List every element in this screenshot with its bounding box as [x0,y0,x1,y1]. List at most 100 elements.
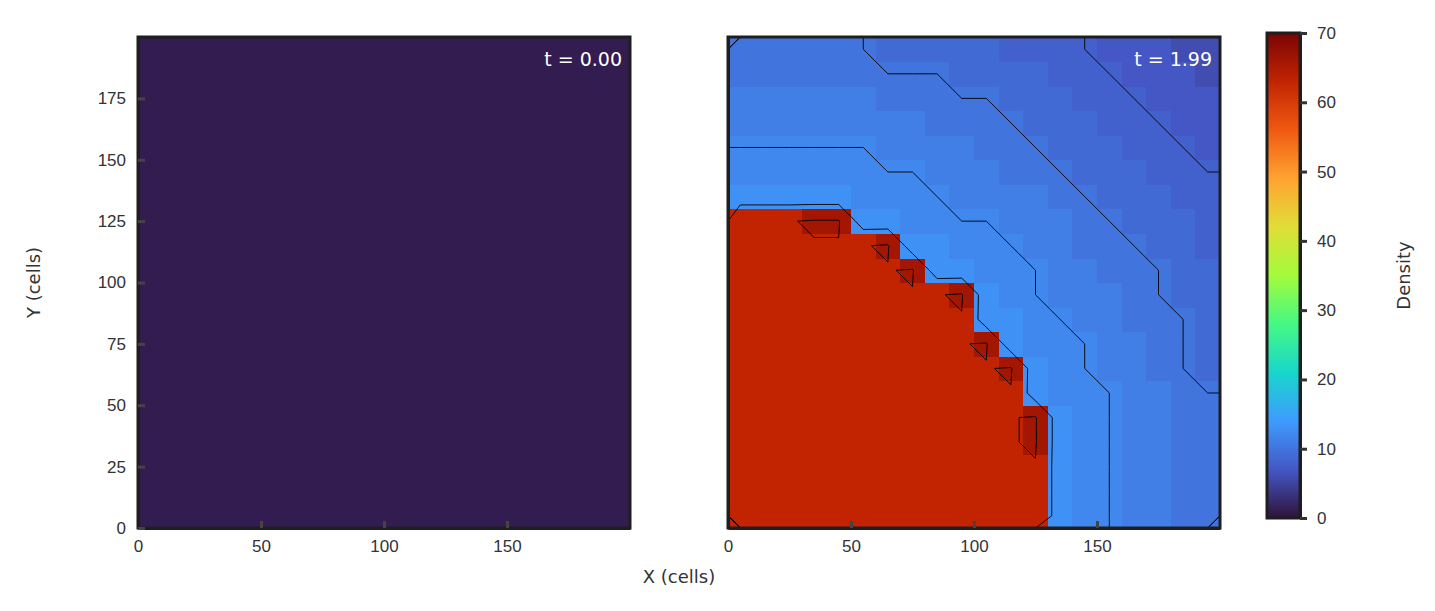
cell [1048,62,1073,87]
cell [163,503,188,528]
x-tick-mark [973,521,976,528]
cell [261,381,286,406]
y-axis-title: Y (cells) [23,247,44,319]
cell [163,184,188,209]
cell [851,479,876,504]
cell [974,503,999,528]
cell [1097,111,1122,136]
cell [163,135,188,160]
cell [212,332,237,357]
cell [605,283,630,308]
cell [236,209,261,234]
contour [798,220,1037,458]
cell [384,430,409,455]
colorbar-title: Density [1393,241,1414,310]
cell [212,37,237,62]
cell [433,283,458,308]
cell [433,454,458,479]
cell [532,381,557,406]
cell [605,233,630,258]
cell [335,160,360,185]
y-tick-mark [138,159,145,162]
cell [212,283,237,308]
cell [999,37,1024,62]
cell [482,62,507,87]
cell [851,430,876,455]
cell [507,430,532,455]
cell [212,258,237,283]
cell [900,503,925,528]
cell [581,381,606,406]
cell [753,86,778,111]
cell [261,209,286,234]
cell [851,381,876,406]
cell [384,405,409,430]
cell [1146,405,1171,430]
cell [261,405,286,430]
cell [974,184,999,209]
cell [1023,184,1048,209]
cell [1122,356,1147,381]
cell [433,184,458,209]
cell [925,430,950,455]
cell [532,135,557,160]
cell [359,135,384,160]
cell [236,307,261,332]
cell [1048,86,1073,111]
cell [900,86,925,111]
cell [359,111,384,136]
cell [900,356,925,381]
cell [482,503,507,528]
cell [876,503,901,528]
cell [777,62,802,87]
cell [458,184,483,209]
cell [409,62,434,87]
cell [925,111,950,136]
cell [876,479,901,504]
cell [236,479,261,504]
cell [1048,209,1073,234]
cell [1146,332,1171,357]
cell [1023,405,1048,430]
cell [556,135,581,160]
cell [507,209,532,234]
cell [310,479,335,504]
cell [286,258,311,283]
cell [876,430,901,455]
cell [826,160,851,185]
cell [753,503,778,528]
cell [335,111,360,136]
cell [556,307,581,332]
cell [581,258,606,283]
cell [138,454,163,479]
cell [482,37,507,62]
cell [409,454,434,479]
y-tick-mark [138,97,145,100]
cell [507,405,532,430]
cell [802,111,827,136]
cell [1146,503,1171,528]
cell [1072,135,1097,160]
cell [1146,184,1171,209]
cell [581,111,606,136]
cell [482,135,507,160]
cell [482,209,507,234]
y-tick: 50 [107,396,145,415]
cell [1195,430,1220,455]
cell [1195,307,1220,332]
cell [532,307,557,332]
cell [1097,233,1122,258]
cell [482,454,507,479]
cell [753,258,778,283]
cell [458,258,483,283]
cell [949,258,974,283]
cell [802,332,827,357]
cell [753,479,778,504]
cell [335,479,360,504]
cell [507,86,532,111]
cell [802,381,827,406]
cell [187,184,212,209]
cell [900,479,925,504]
cell [532,479,557,504]
cell [605,332,630,357]
